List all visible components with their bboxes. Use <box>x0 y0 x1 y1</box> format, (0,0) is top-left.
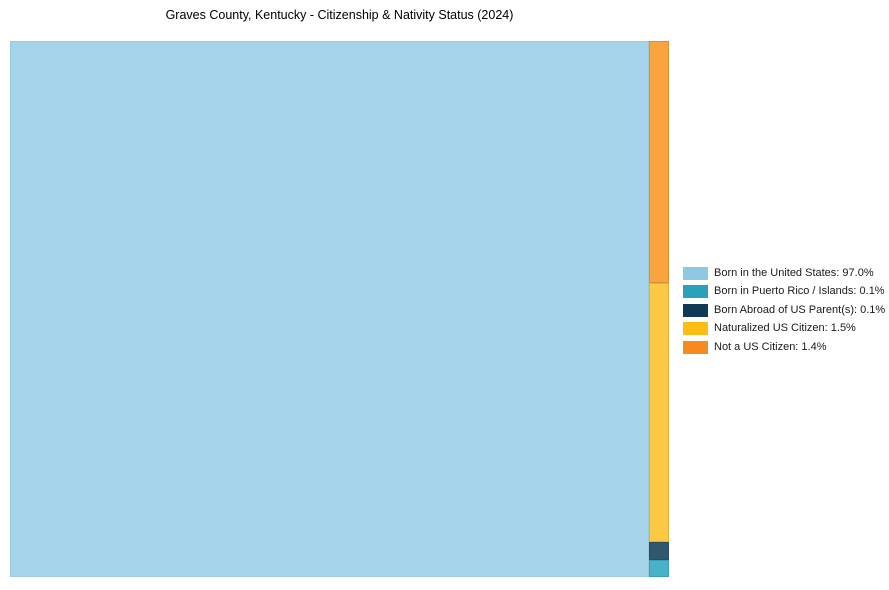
legend-label-naturalized-us-citizen: Naturalized US Citizen: 1.5% <box>714 322 856 335</box>
legend-label-not-a-us-citizen: Not a US Citizen: 1.4% <box>714 340 827 353</box>
legend-label-born-abroad-of-us-parent-s: Born Abroad of US Parent(s): 0.1% <box>714 303 886 316</box>
treemap-tile-naturalized-us-citizen <box>648 283 669 543</box>
chart-legend: Born in the United States: 97.0% Born in … <box>683 267 885 359</box>
legend-item-not-a-us-citizen: Not a US Citizen: 1.4% <box>683 340 885 354</box>
treemap-chart <box>10 41 669 577</box>
legend-label-born-in-puerto-rico-islands: Born in Puerto Rico / Islands: 0.1% <box>714 285 885 298</box>
treemap-tile-born-in-puerto-rico-islands <box>648 559 669 577</box>
legend-item-naturalized-us-citizen: Naturalized US Citizen: 1.5% <box>683 322 885 336</box>
treemap-tile-born-in-the-united-states <box>10 41 649 577</box>
chart-title: Graves County, Kentucky - Citizenship & … <box>165 8 514 22</box>
legend-label-born-in-the-united-states: Born in the United States: 97.0% <box>714 267 874 279</box>
legend-item-born-in-the-united-states: Born in the United States: 97.0% <box>683 267 885 280</box>
legend-swatch-not-a-us-citizen <box>683 340 708 354</box>
legend-item-born-in-puerto-rico-islands: Born in Puerto Rico / Islands: 0.1% <box>683 285 885 299</box>
treemap-tile-born-abroad-of-us-parent-s <box>648 542 669 560</box>
legend-swatch-born-in-the-united-states <box>683 267 708 280</box>
legend-item-born-abroad-of-us-parent-s: Born Abroad of US Parent(s): 0.1% <box>683 303 886 317</box>
treemap-tile-not-a-us-citizen <box>648 41 669 284</box>
legend-swatch-naturalized-us-citizen <box>683 322 708 336</box>
legend-swatch-born-in-puerto-rico-islands <box>683 285 708 299</box>
legend-swatch-born-abroad-of-us-parent-s <box>683 303 708 317</box>
treemap-minor-column <box>648 41 669 577</box>
